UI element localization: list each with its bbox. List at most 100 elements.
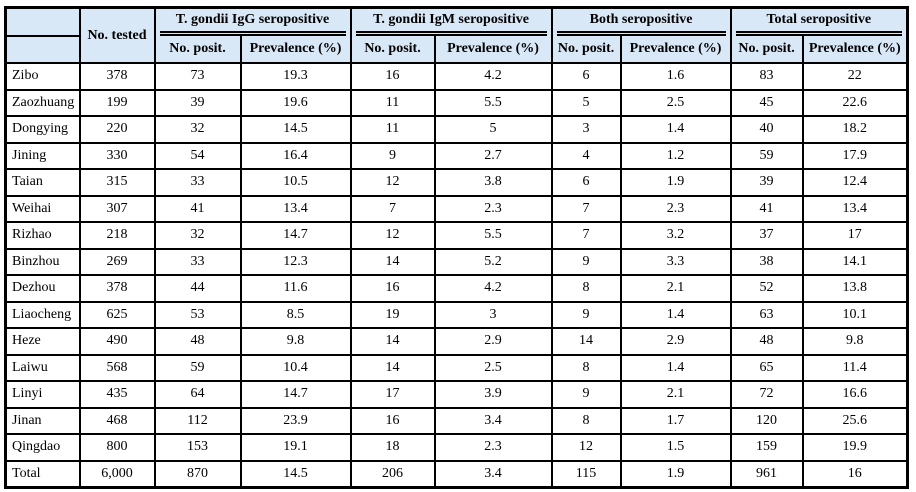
value-cell: 19.3 [239, 62, 352, 91]
value-cell: 12 [349, 168, 436, 197]
value-cell: 2.9 [619, 327, 732, 356]
row-label-cell: Liaocheng [4, 300, 81, 329]
value-cell: 6,000 [78, 459, 156, 489]
value-cell: 38 [729, 247, 804, 276]
row-label-cell: Weihai [4, 194, 81, 223]
value-cell: 8 [550, 274, 622, 303]
row-label-cell: Rizhao [4, 221, 81, 250]
value-cell: 12.4 [801, 168, 909, 197]
value-cell: 33 [153, 247, 242, 276]
value-cell: 120 [729, 406, 804, 435]
value-cell: 199 [78, 88, 156, 117]
row-label-cell: Heze [4, 327, 81, 356]
value-cell: 8 [550, 353, 622, 382]
value-cell: 3 [550, 115, 622, 144]
group-header-wrap: T. gondii IgM seropositive [353, 10, 550, 36]
value-cell: 10.4 [239, 353, 352, 382]
value-cell: 307 [78, 194, 156, 223]
value-cell: 10.1 [801, 300, 909, 329]
header-row-groups: No. tested T. gondii IgG seropositive T.… [4, 6, 909, 64]
value-cell: 19.6 [239, 88, 352, 117]
value-cell: 9.8 [239, 327, 352, 356]
value-cell: 32 [153, 221, 242, 250]
corner-header-cell [4, 6, 81, 37]
group-header-igm-label: T. gondii IgM seropositive [373, 12, 529, 27]
value-cell: 53 [153, 300, 242, 329]
value-cell: 59 [153, 353, 242, 382]
table-row: Weihai 307 41 13.4 7 2.3 7 2.3 41 13.4 [4, 194, 909, 223]
value-cell: 1.6 [619, 62, 732, 91]
row-label-cell: Dezhou [4, 274, 81, 303]
table-row: Jinan 468 112 23.9 16 3.4 8 1.7 120 25.6 [4, 406, 909, 435]
table-row: Total 6,000 870 14.5 206 3.4 115 1.9 961 16 [4, 459, 909, 489]
value-cell: 11 [349, 88, 436, 117]
table-row: Zibo 378 73 19.3 16 4.2 6 1.6 83 22 [4, 62, 909, 91]
value-cell: 8.5 [239, 300, 352, 329]
group-header-both: Both seropositive [550, 6, 732, 36]
value-cell: 6 [550, 62, 622, 91]
value-cell: 206 [349, 459, 436, 489]
table-row: Heze 490 48 9.8 14 2.9 14 2.9 48 9.8 [4, 327, 909, 356]
value-cell: 40 [729, 115, 804, 144]
value-cell: 19.9 [801, 433, 909, 462]
value-cell: 18.2 [801, 115, 909, 144]
value-cell: 16 [349, 406, 436, 435]
value-cell: 1.4 [619, 300, 732, 329]
value-cell: 4.2 [433, 62, 553, 91]
table-row: Zaozhuang 199 39 19.6 11 5.5 5 2.5 45 22.6 [4, 88, 909, 117]
value-cell: 39 [729, 168, 804, 197]
value-cell: 2.9 [433, 327, 553, 356]
value-cell: 2.5 [433, 353, 553, 382]
value-cell: 72 [729, 380, 804, 409]
value-cell: 11.4 [801, 353, 909, 382]
value-cell: 13.8 [801, 274, 909, 303]
value-cell: 378 [78, 274, 156, 303]
value-cell: 16 [349, 62, 436, 91]
table-row: Liaocheng 625 53 8.5 19 3 9 1.4 63 10.1 [4, 300, 909, 329]
value-cell: 63 [729, 300, 804, 329]
subheader-total-prevalence: Prevalence (%) [801, 36, 909, 64]
value-cell: 16.6 [801, 380, 909, 409]
value-cell: 41 [153, 194, 242, 223]
double-rule [556, 30, 726, 36]
value-cell: 1.2 [619, 141, 732, 170]
value-cell: 13.4 [801, 194, 909, 223]
value-cell: 16 [801, 459, 909, 489]
value-cell: 2.7 [433, 141, 553, 170]
value-cell: 22.6 [801, 88, 909, 117]
value-cell: 48 [729, 327, 804, 356]
value-cell: 9 [550, 247, 622, 276]
row-label-cell: Dongying [4, 115, 81, 144]
subheader-total-no-posit: No. posit. [729, 36, 804, 64]
group-header-wrap: T. gondii IgG seropositive [157, 10, 349, 36]
value-cell: 1.4 [619, 115, 732, 144]
value-cell: 9.8 [801, 327, 909, 356]
value-cell: 3.4 [433, 406, 553, 435]
value-cell: 9 [550, 380, 622, 409]
value-cell: 5.2 [433, 247, 553, 276]
table-row: Rizhao 218 32 14.7 12 5.5 7 3.2 37 17 [4, 221, 909, 250]
col-header-no-tested: No. tested [78, 6, 156, 64]
value-cell: 39 [153, 88, 242, 117]
value-cell: 2.3 [433, 194, 553, 223]
row-label-cell: Total [4, 459, 81, 489]
seroprevalence-table: No. tested T. gondii IgG seropositive T.… [4, 6, 910, 489]
value-cell: 11.6 [239, 274, 352, 303]
value-cell: 3.4 [433, 459, 553, 489]
corner-subheader-cell [4, 36, 81, 64]
value-cell: 7 [349, 194, 436, 223]
value-cell: 45 [729, 88, 804, 117]
table-row: Jining 330 54 16.4 9 2.7 4 1.2 59 17.9 [4, 141, 909, 170]
subheader-igg-prevalence: Prevalence (%) [239, 36, 352, 64]
value-cell: 14 [349, 327, 436, 356]
value-cell: 1.4 [619, 353, 732, 382]
value-cell: 14.7 [239, 380, 352, 409]
value-cell: 83 [729, 62, 804, 91]
value-cell: 59 [729, 141, 804, 170]
group-header-total: Total seropositive [729, 6, 909, 36]
value-cell: 19.1 [239, 433, 352, 462]
subheader-both-no-posit: No. posit. [550, 36, 622, 64]
value-cell: 14.5 [239, 115, 352, 144]
value-cell: 32 [153, 115, 242, 144]
value-cell: 3.2 [619, 221, 732, 250]
